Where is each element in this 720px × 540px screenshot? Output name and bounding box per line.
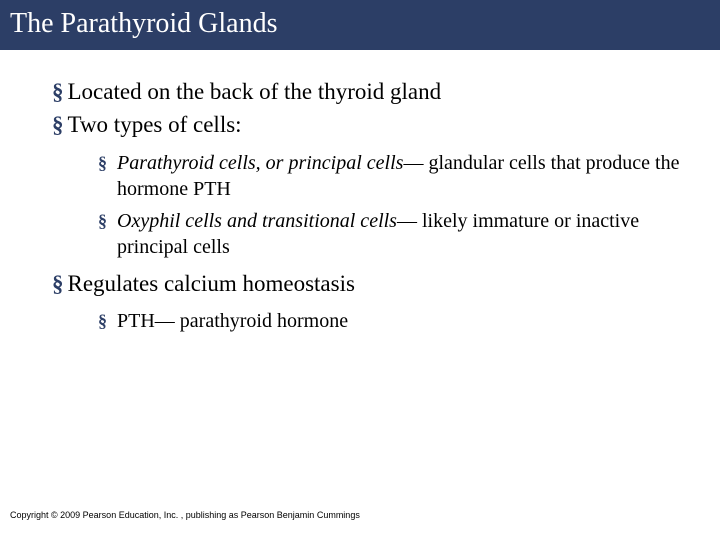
bullet-marker-icon: § bbox=[52, 111, 64, 140]
bullet-text: Two types of cells: bbox=[68, 111, 242, 140]
bullet-level2: § Parathyroid cells, or principal cells—… bbox=[20, 150, 700, 202]
bullet-marker-icon: § bbox=[52, 78, 64, 107]
bullet-level1: § Located on the back of the thyroid gla… bbox=[20, 78, 700, 107]
slide-body: § Located on the back of the thyroid gla… bbox=[0, 50, 720, 335]
bullet-marker-icon: § bbox=[98, 150, 107, 177]
bullet-marker-icon: § bbox=[98, 208, 107, 235]
copyright-footer: Copyright © 2009 Pearson Education, Inc.… bbox=[10, 510, 360, 520]
bullet-marker-icon: § bbox=[52, 270, 64, 299]
bullet-marker-icon: § bbox=[98, 308, 107, 335]
bullet-text: Parathyroid cells, or principal cells— g… bbox=[117, 150, 680, 202]
title-bar: The Parathyroid Glands bbox=[0, 0, 720, 50]
bullet-level2: § PTH— parathyroid hormone bbox=[20, 308, 700, 335]
bullet-level1: § Regulates calcium homeostasis bbox=[20, 270, 700, 299]
bullet-text: Located on the back of the thyroid gland bbox=[68, 78, 442, 107]
bullet-level2: § Oxyphil cells and transitional cells— … bbox=[20, 208, 700, 260]
bullet-text: Oxyphil cells and transitional cells— li… bbox=[117, 208, 680, 260]
bullet-italic-part: Oxyphil cells and transitional cells bbox=[117, 210, 397, 232]
bullet-text: Regulates calcium homeostasis bbox=[68, 270, 355, 299]
slide-title: The Parathyroid Glands bbox=[10, 8, 278, 39]
bullet-text: PTH— parathyroid hormone bbox=[117, 308, 348, 334]
bullet-level1: § Two types of cells: bbox=[20, 111, 700, 140]
bullet-italic-part: Parathyroid cells, or principal cells bbox=[117, 152, 403, 174]
